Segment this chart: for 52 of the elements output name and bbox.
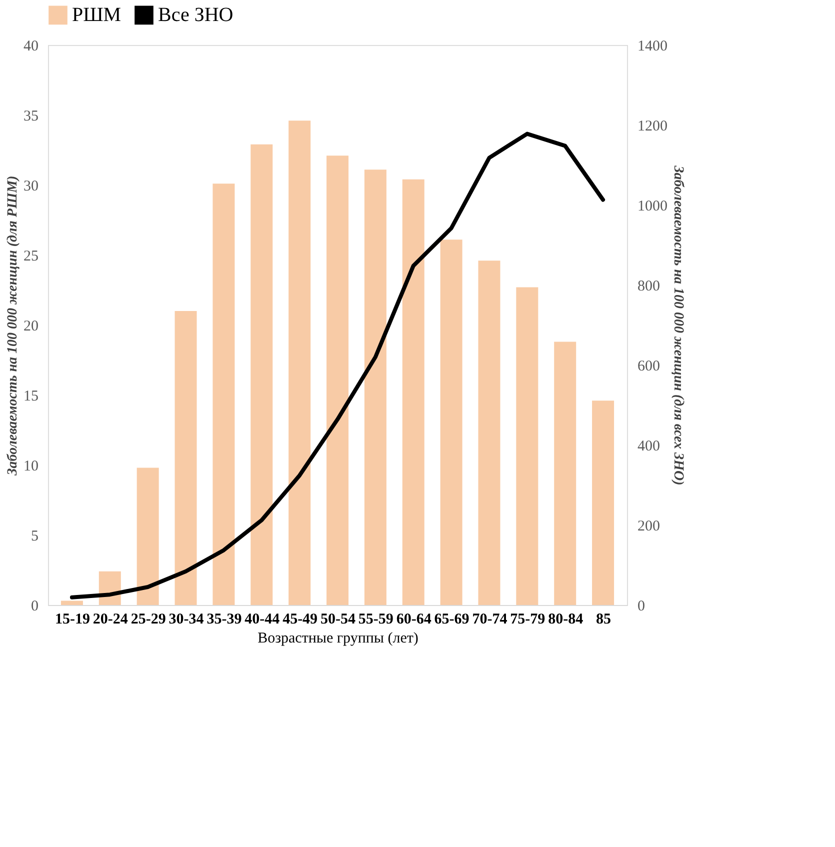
y2-tick-label: 200 [638, 518, 660, 534]
x-tick-label: 70-74 [472, 612, 508, 628]
x-tick-label: 80-84 [548, 612, 584, 628]
y2-tick-label: 1400 [638, 38, 668, 54]
y2-tick-label: 0 [638, 598, 645, 614]
x-tick-label: 15-19 [54, 612, 90, 628]
y-tick-label: 30 [24, 178, 38, 194]
x-tick-label: 60-64 [396, 612, 432, 628]
x-tick-label: 25-29 [130, 612, 166, 628]
y-tick-label: 20 [24, 318, 38, 334]
legend-label: Все ЗНО [158, 4, 234, 26]
line-series [70, 132, 606, 600]
x-tick-label: 65-69 [434, 612, 470, 628]
y2-tick-label: 1200 [638, 118, 668, 134]
bar [478, 260, 500, 605]
legend-label: РШМ [72, 4, 122, 26]
x-tick-label: 40-44 [244, 612, 280, 628]
bar [174, 311, 197, 605]
y-tick-label: 0 [31, 598, 38, 614]
y-tick-label: 5 [31, 528, 38, 544]
x-tick-label: 55-59 [358, 612, 394, 628]
y2-tick-label: 400 [638, 438, 660, 454]
bar [60, 600, 83, 605]
x-tick-label: 20-24 [92, 612, 128, 628]
bar [136, 468, 159, 605]
bar [288, 120, 311, 605]
y-tick-label: 35 [24, 108, 38, 124]
y-tick-label: 10 [24, 458, 38, 474]
bar [250, 144, 273, 605]
y2-tick-label: 600 [638, 358, 660, 374]
x-tick-label: 35-39 [206, 612, 242, 628]
y2-tick-label: 1000 [638, 198, 668, 214]
bar [592, 400, 614, 605]
x-tick-label: 50-54 [320, 612, 356, 628]
bar [402, 179, 424, 605]
y-tick-label: 25 [24, 248, 38, 264]
x-tick-label: 75-79 [510, 612, 546, 628]
bar [364, 170, 386, 605]
bar [326, 156, 348, 605]
x-axis-title: Возрастные группы (лет) [258, 630, 418, 646]
y2-axis-title: Заболеваемость на 100 000 женщин (для всех ЗНО) [670, 164, 686, 486]
bar [516, 287, 538, 605]
bar [554, 342, 576, 605]
x-tick-label: 85 [596, 612, 612, 628]
bar [212, 184, 235, 605]
bar [440, 240, 462, 605]
y-axis-title: Заболеваемость на 100 000 женщин (для РШМ) [6, 176, 20, 476]
y-tick-label: 40 [24, 38, 38, 54]
x-tick-label: 30-34 [168, 612, 204, 628]
x-tick-label: 45-49 [282, 612, 318, 628]
y-tick-label: 15 [24, 388, 38, 404]
y2-tick-label: 800 [638, 278, 660, 294]
